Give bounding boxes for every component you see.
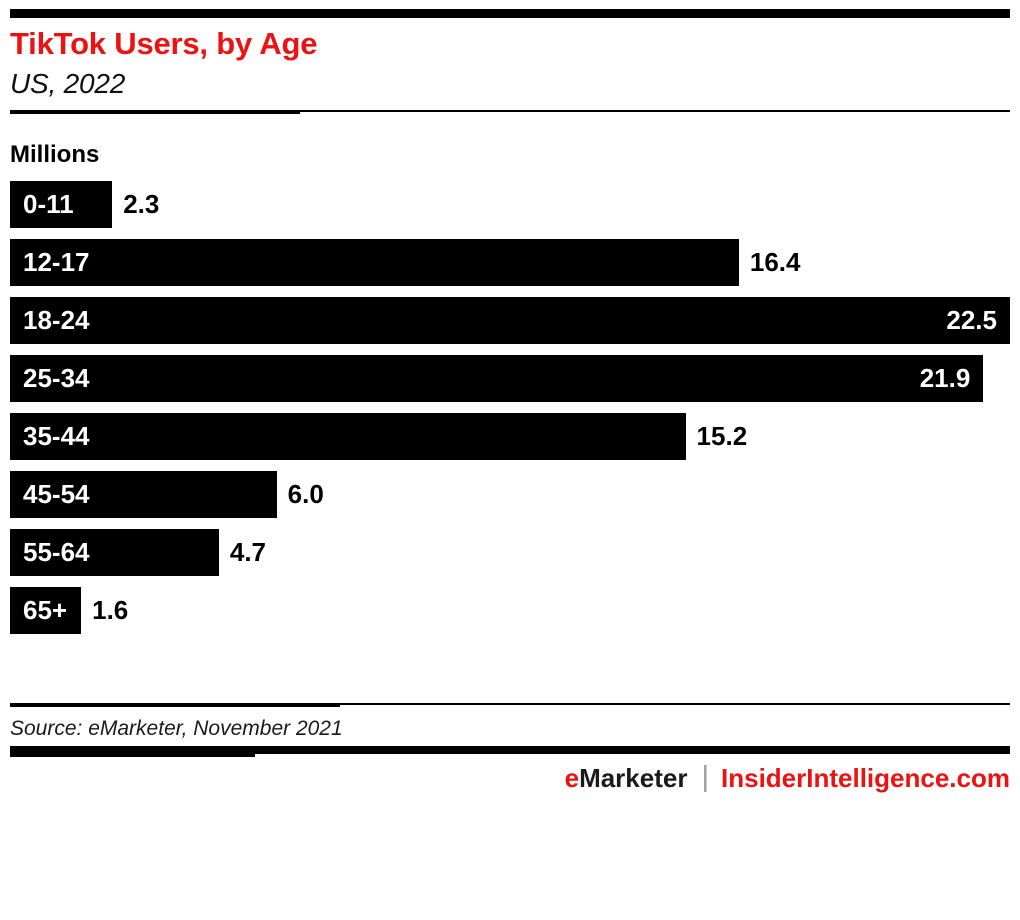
- bar-row: 55-64 4.7: [10, 529, 1010, 576]
- bar-category-label: 65+: [23, 595, 68, 625]
- bar-value-label: 2.3: [123, 189, 160, 219]
- bar-row: 35-44 15.2: [10, 413, 1010, 460]
- bar-category-label: 25-34: [23, 363, 90, 393]
- bar-category-label: 12-17: [23, 247, 90, 277]
- bar-row: 12-17 16.4: [10, 239, 1010, 286]
- bar-value-label: 1.6: [92, 595, 129, 625]
- source-note: Source: eMarketer, November 2021: [10, 717, 343, 740]
- bar-category-label: 18-24: [23, 305, 90, 335]
- chart-title: TikTok Users, by Age: [10, 26, 318, 61]
- branding: eMarketer | InsiderIntelligence.com: [10, 761, 1010, 793]
- bar-row: 25-34 21.9: [10, 355, 1010, 402]
- bar-chart: 0-11 2.3 12-17 16.4 18-24 22.5 25-34 21.…: [10, 181, 1010, 634]
- brand-divider-bar: |: [701, 761, 710, 793]
- bar: 45-54: [10, 471, 277, 518]
- bar-row: 18-24 22.5: [10, 297, 1010, 344]
- bar-category-label: 0-11: [23, 189, 74, 219]
- bar-row: 65+ 1.6: [10, 587, 1010, 634]
- bar: 18-24 22.5: [10, 297, 1010, 344]
- header-divider: [10, 110, 1010, 114]
- top-accent-bar: [10, 9, 1010, 18]
- emarketer-logo: eMarketer: [565, 763, 688, 793]
- bar-row: 45-54 6.0: [10, 471, 1010, 518]
- bar: 55-64: [10, 529, 219, 576]
- bar: 25-34 21.9: [10, 355, 984, 402]
- bar: 12-17: [10, 239, 739, 286]
- emarketer-logo-text: Marketer: [579, 763, 688, 793]
- bottom-accent-bar: [10, 746, 1010, 757]
- bar-category-label: 45-54: [23, 479, 90, 509]
- bar-category-label: 35-44: [23, 421, 90, 451]
- chart-subtitle: US, 2022: [10, 68, 126, 99]
- bar: 65+: [10, 587, 82, 634]
- insider-intelligence-link[interactable]: InsiderIntelligence.com: [721, 763, 1010, 793]
- bar-value-label: 15.2: [696, 421, 748, 451]
- bar: 35-44: [10, 413, 686, 460]
- bar-value-label: 22.5: [946, 305, 997, 335]
- bar-category-label: 55-64: [23, 537, 90, 567]
- bar: 0-11: [10, 181, 113, 228]
- bar-value-label: 4.7: [229, 537, 267, 567]
- bar-value-label: 21.9: [919, 363, 971, 393]
- emarketer-logo-accent: e: [564, 763, 580, 793]
- bar-row: 0-11 2.3: [10, 181, 1010, 228]
- bar-value-label: 16.4: [749, 247, 801, 277]
- axis-unit-label: Millions: [10, 141, 100, 168]
- bar-value-label: 6.0: [287, 479, 324, 509]
- footer-divider: [10, 703, 1010, 707]
